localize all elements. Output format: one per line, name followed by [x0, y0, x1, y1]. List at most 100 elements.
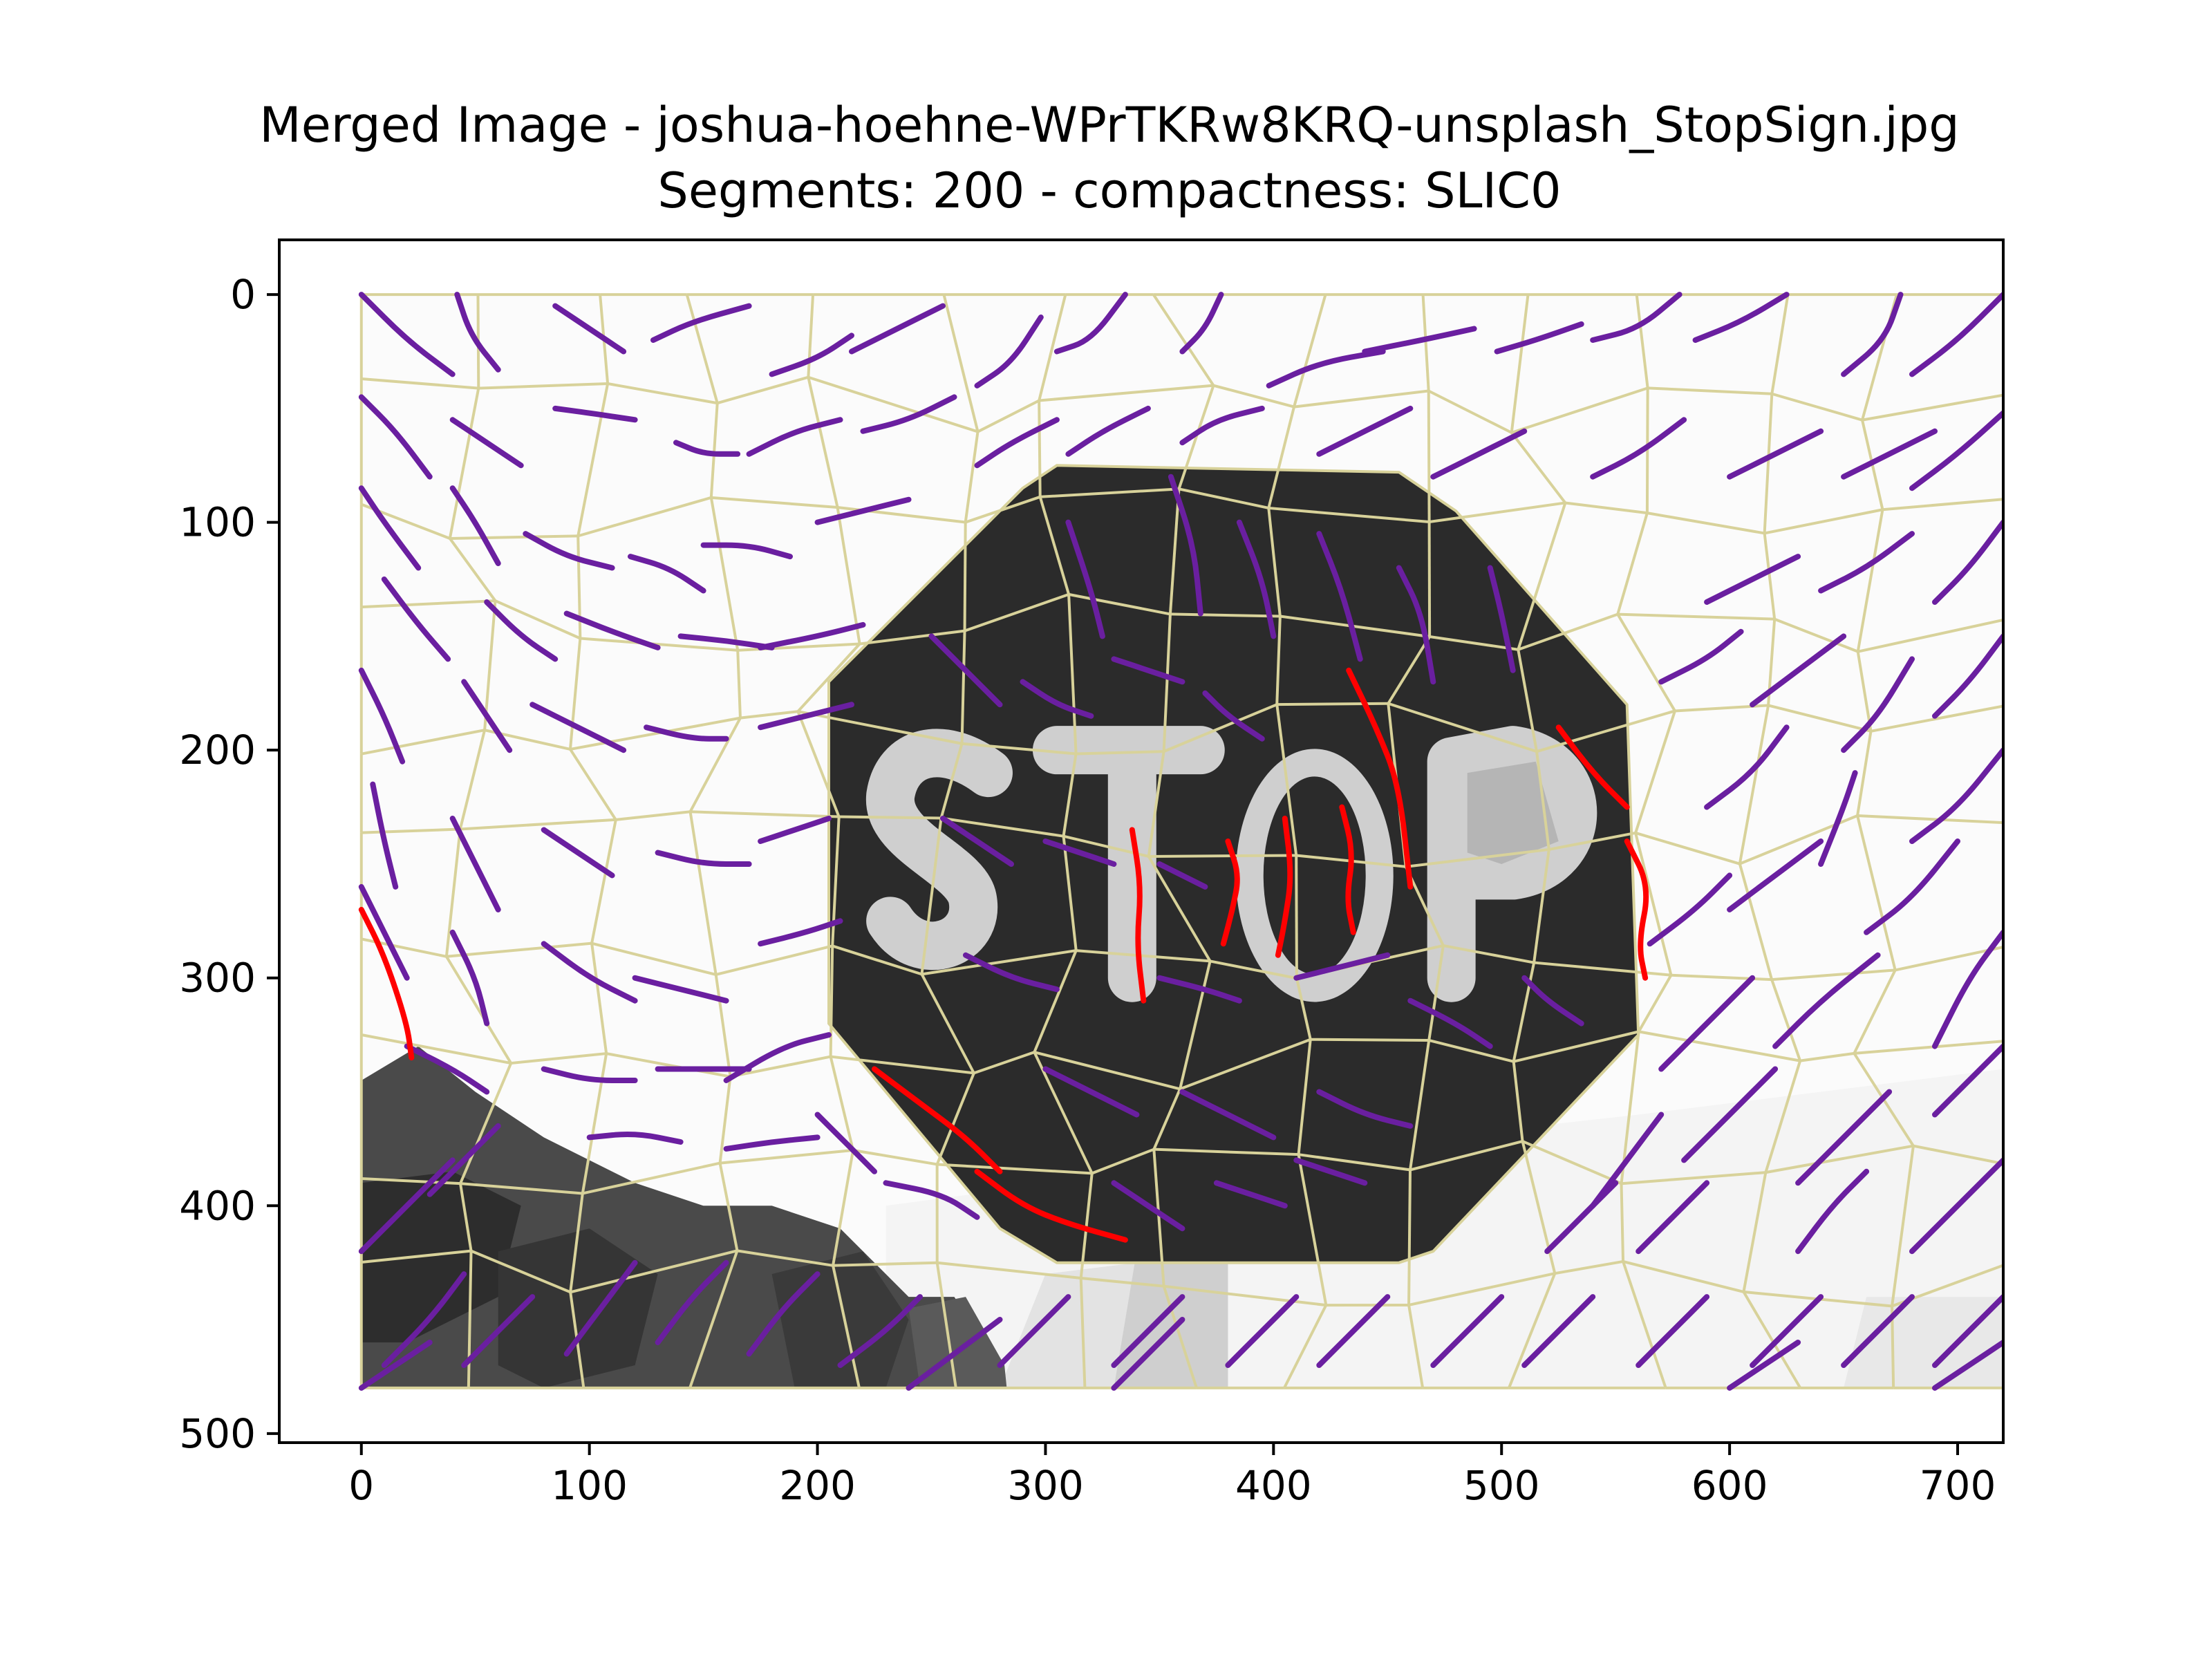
y-tick-label: 500	[179, 1410, 256, 1457]
segment-edge	[590, 819, 617, 944]
purple-stroke	[541, 941, 638, 1004]
segment-edge	[1293, 389, 1429, 409]
purple-stroke	[1818, 531, 1915, 594]
segment-edge	[832, 944, 923, 976]
segment-edge	[1179, 1038, 1311, 1091]
segment-edge	[829, 946, 834, 1057]
purple-stroke	[1932, 929, 2003, 1049]
y-tick-label: 200	[179, 727, 256, 774]
purple-stroke	[1932, 1043, 2003, 1118]
purple-stroke	[1772, 952, 1881, 1049]
segment-edge	[1275, 616, 1282, 705]
segment-edge	[1405, 847, 1550, 868]
segment-edge	[1620, 1031, 1640, 1184]
purple-stroke	[673, 440, 741, 457]
segment-edge	[836, 507, 861, 644]
segment-edge	[1268, 506, 1430, 524]
segment-edge	[1152, 1149, 1165, 1286]
red-stroke	[974, 1168, 1128, 1243]
segment-edge	[1895, 946, 2003, 972]
purple-stroke	[1236, 519, 1277, 639]
purple-stroke	[1225, 1294, 1300, 1368]
bush-light	[908, 1297, 1007, 1388]
segment-edge	[494, 599, 581, 640]
purple-stroke	[1362, 326, 1477, 355]
purple-stroke	[1727, 1340, 1801, 1391]
segment-edge	[1647, 512, 1765, 535]
purple-stroke	[358, 394, 433, 480]
segment-edge	[1267, 406, 1295, 509]
purple-stroke	[1293, 1157, 1368, 1186]
purple-stroke	[1042, 1066, 1140, 1118]
purple-stroke	[1590, 292, 1683, 343]
purple-stroke	[1909, 747, 2003, 844]
segment-edge	[483, 600, 497, 731]
segment-edge	[688, 811, 718, 975]
segment-edge	[1283, 1304, 1328, 1389]
segment-edge	[1427, 391, 1431, 523]
segment-edge	[1770, 294, 1790, 395]
purple-stroke	[1750, 633, 1847, 708]
segment-edge	[1267, 507, 1282, 617]
segment-edge	[581, 1053, 608, 1194]
purple-stroke	[1487, 565, 1516, 673]
segment-edge	[1622, 1261, 1667, 1389]
segment-edge	[1033, 950, 1078, 1053]
segment-edge	[1408, 1272, 1555, 1306]
purple-stroke	[1396, 565, 1436, 685]
segment-edge	[1038, 294, 1067, 401]
segment-edge	[569, 1193, 584, 1293]
segment-edge	[1091, 1147, 1155, 1175]
segment-edge	[797, 710, 962, 745]
segment-edge	[570, 1249, 738, 1294]
purple-stroke	[928, 633, 1003, 708]
purple-stroke	[449, 417, 524, 469]
purple-stroke	[1065, 405, 1151, 457]
segment-edge	[445, 955, 512, 1065]
purple-stroke	[1704, 554, 1801, 605]
plot-frame	[278, 238, 2005, 1444]
purple-stroke	[1179, 1089, 1277, 1141]
segment-edge	[1638, 1030, 1801, 1062]
purple-stroke	[461, 679, 513, 753]
segment-edge	[590, 943, 608, 1054]
segment-edge	[1080, 1277, 1164, 1288]
segment-edge	[1293, 294, 1327, 408]
purple-stroke	[586, 1132, 684, 1145]
segment-edge	[830, 1055, 975, 1075]
segment-edge	[1147, 855, 1212, 962]
segment-edge	[1409, 1040, 1431, 1170]
segment-edge	[1512, 1061, 1524, 1142]
segment-edge	[1535, 751, 1550, 850]
segment-edge	[796, 643, 861, 713]
segment-edge	[942, 294, 980, 433]
purple-stroke	[541, 827, 615, 879]
segment-edge	[449, 534, 579, 540]
segment-edge	[1163, 1284, 1327, 1307]
purple-stroke	[997, 1294, 1071, 1368]
segment-edge	[1635, 832, 1741, 865]
purple-stroke	[1727, 428, 1824, 480]
segment-edge	[1038, 496, 1071, 595]
segment-edge	[1387, 702, 1537, 753]
segment-edge	[1147, 751, 1165, 857]
segment-edge	[1076, 750, 1164, 756]
segment-edge	[1511, 386, 1649, 434]
segment-edge	[859, 629, 965, 646]
purple-stroke	[758, 918, 843, 947]
purple-stroke	[484, 599, 559, 662]
purple-stroke	[1168, 474, 1203, 617]
segment-edge	[963, 522, 967, 631]
segment-edge	[832, 1265, 861, 1389]
segment-edge	[1764, 1060, 1802, 1173]
purple-stroke	[963, 952, 1060, 993]
segment-edge	[615, 810, 691, 821]
segment-edge	[467, 1250, 473, 1388]
purple-stroke	[449, 816, 501, 912]
purple-stroke	[1635, 1180, 1710, 1255]
purple-stroke	[1316, 1294, 1391, 1368]
purple-stroke	[758, 702, 854, 731]
x-tick-label: 300	[1007, 1462, 1084, 1509]
purple-stroke	[427, 1123, 501, 1197]
x-tick-label: 200	[779, 1462, 856, 1509]
